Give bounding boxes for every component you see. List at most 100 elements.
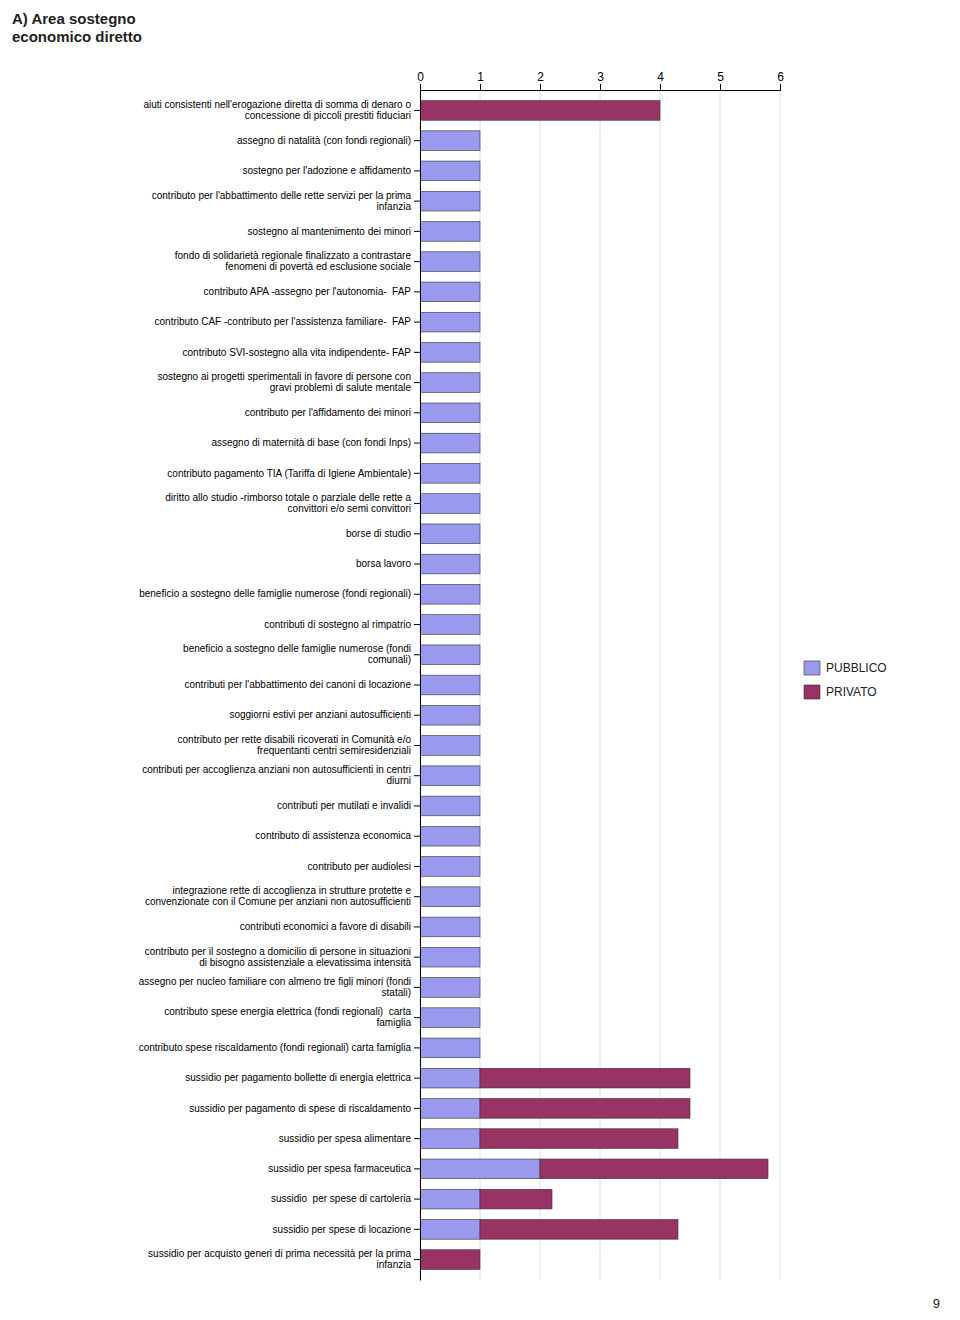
y-tick-mark [414,564,420,565]
bar [420,826,480,846]
bar [480,131,481,151]
y-tick-mark [414,110,420,111]
x-tick-label: 5 [717,70,724,84]
y-tick: aiuti consistenti nell'erogazione dirett… [143,99,420,121]
y-tick-label: sussidio per spesa alimentare [279,1133,412,1144]
x-axis-line [421,84,781,91]
bar [480,222,481,242]
y-tick-label: assegno di maternità di base (con fondi … [211,437,411,448]
y-tick-label: contributo spese energia elettrica (fond… [164,1006,411,1028]
y-tick: contributi per l'abbattimento dei canoni… [185,679,421,690]
y-tick-mark [414,1199,420,1200]
bar [420,584,480,604]
bar [420,736,480,756]
y-tick-label: contributi economici a favore di disabil… [240,921,411,932]
y-tick-mark [414,836,420,837]
y-tick: assegno di maternità di base (con fondi … [211,437,420,448]
y-tick: contributo CAF -contributo per l'assiste… [155,316,420,327]
y-tick: sussidio per spese di locazione [273,1224,420,1235]
bar [420,1250,480,1270]
bar [480,675,481,695]
y-tick-label: soggiorni estivi per anziani autosuffici… [229,709,411,720]
y-tick-label: beneficio a sostegno delle famiglie nume… [139,588,411,599]
y-tick-label: contributi per mutilati e invalidi [277,800,411,811]
bar [480,433,481,453]
y-tick-mark [414,987,420,988]
bars [420,101,768,1270]
y-tick: contributo spese riscaldamento (fondi re… [139,1042,420,1053]
bar [480,1068,690,1088]
y-tick-label: contributo per il sostegno a domicilio d… [145,946,412,968]
y-tick-mark [414,1108,420,1109]
y-tick-mark [414,533,420,534]
grid-line [780,90,781,1280]
bar [420,766,480,786]
bar [480,312,481,332]
y-tick-mark [414,624,420,625]
x-tick-mark [420,84,421,90]
y-tick: sostegno al mantenimento dei minori [248,226,420,237]
y-tick-mark [414,443,420,444]
bar [420,222,480,242]
y-tick-mark [414,1047,420,1048]
bar [480,826,481,846]
bar [480,161,481,181]
bar [420,433,480,453]
grid [420,90,780,1280]
y-tick-mark [414,805,420,806]
y-tick-mark [414,1259,420,1260]
bar [420,1129,480,1149]
y-tick: sussidio per spese di cartoleria [271,1193,420,1204]
y-tick: sussidio per pagamento di spese di risca… [189,1103,420,1114]
bar [420,463,480,483]
y-tick-label: beneficio a sostegno delle famiglie nume… [183,643,411,665]
bar [420,1220,480,1240]
y-tick-mark [414,412,420,413]
y-tick-label: assegno per nucleo familiare con almeno … [139,976,411,998]
x-tick: 1 [477,70,484,90]
x-tick-mark [600,84,601,90]
y-tick-mark [414,473,420,474]
y-tick-mark [414,685,420,686]
legend: PUBBLICOPRIVATO [804,661,887,699]
x-tick-label: 1 [477,70,484,84]
bar [420,1099,480,1119]
bar [420,524,480,544]
y-tick: contributi di sostegno al rimpatrio [264,619,420,630]
bar [480,584,481,604]
y-tick-label: sussidio per spese di locazione [273,1224,412,1235]
bar [480,615,481,635]
legend-item: PUBBLICO [804,661,887,675]
x-tick-label: 0 [417,70,424,84]
bar [420,131,480,151]
y-tick-label: contributo spese riscaldamento (fondi re… [139,1042,412,1053]
y-tick-label: sostegno per l'adozione e affidamento [242,165,411,176]
y-tick: assegno per nucleo familiare con almeno … [139,976,420,998]
y-tick: sostegno per l'adozione e affidamento [242,165,420,176]
y-tick-mark [414,382,420,383]
bar [420,947,480,967]
y-tick-mark [414,775,420,776]
y-tick-mark [414,745,420,746]
legend-swatch [804,685,820,699]
bar [420,705,480,725]
bar [420,887,480,907]
bar [420,191,480,211]
y-tick-label: sussidio per pagamento bollette di energ… [185,1072,411,1083]
y-tick-label: fondo di solidarietà regionale finalizza… [175,250,412,272]
y-tick: borsa lavoro [356,558,420,569]
y-tick-mark [414,322,420,323]
y-tick-label: contributi per accoglienza anziani non a… [142,764,411,786]
y-tick: sostegno ai progetti sperimentali in fav… [158,371,420,393]
bar [420,1189,480,1209]
bar [420,1008,480,1028]
bar [480,1008,481,1028]
y-tick-label: contributo APA -assegno per l'autonomia-… [204,286,412,297]
y-tick-mark [414,140,420,141]
y-tick: beneficio a sostegno delle famiglie nume… [139,588,420,599]
page-number: 9 [933,1296,940,1311]
bar [480,343,481,363]
y-tick-mark [414,654,420,655]
bar [420,857,480,877]
y-tick-label: assegno di natalità (con fondi regionali… [237,135,411,146]
